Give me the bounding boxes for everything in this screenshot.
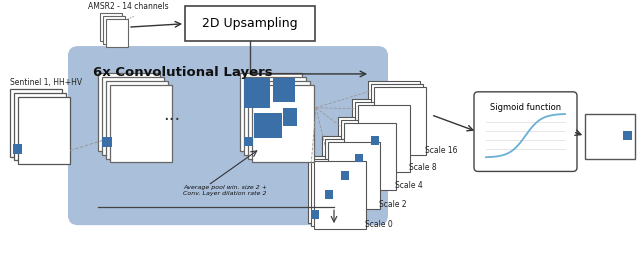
- Bar: [98, 73, 160, 151]
- Bar: [355, 102, 407, 169]
- Bar: [374, 87, 426, 154]
- Bar: [308, 155, 360, 223]
- Bar: [240, 73, 302, 151]
- Text: Average pool win. size 2 +
Conv. Layer dilation rate 2: Average pool win. size 2 + Conv. Layer d…: [183, 185, 267, 196]
- FancyBboxPatch shape: [474, 92, 577, 171]
- Bar: [358, 105, 410, 172]
- Bar: [314, 161, 366, 229]
- Bar: [13, 144, 22, 153]
- Bar: [254, 113, 282, 137]
- Text: AMSR2 - 14 channels: AMSR2 - 14 channels: [88, 2, 168, 11]
- Bar: [328, 142, 380, 209]
- Text: Scale 2: Scale 2: [379, 200, 406, 209]
- Text: Sentinel 1, HH+HV: Sentinel 1, HH+HV: [10, 78, 82, 87]
- Bar: [110, 85, 172, 162]
- Bar: [273, 78, 295, 102]
- Bar: [252, 85, 314, 162]
- Text: Scale 4: Scale 4: [395, 181, 423, 190]
- Bar: [352, 99, 404, 167]
- Bar: [355, 153, 363, 162]
- Bar: [10, 89, 62, 157]
- Bar: [585, 114, 635, 159]
- Bar: [371, 84, 423, 152]
- Bar: [244, 77, 306, 154]
- Bar: [244, 137, 253, 145]
- Bar: [338, 117, 390, 184]
- Bar: [325, 139, 377, 206]
- Text: Scale 8: Scale 8: [409, 163, 436, 172]
- Bar: [325, 190, 333, 199]
- Bar: [341, 171, 349, 180]
- Bar: [344, 123, 396, 190]
- Text: 6x Convolutional Layers: 6x Convolutional Layers: [93, 66, 273, 79]
- Text: Sigmoid function: Sigmoid function: [490, 103, 561, 112]
- Bar: [311, 210, 319, 219]
- Text: Scale 16: Scale 16: [425, 145, 458, 154]
- Text: 2D Upsampling: 2D Upsampling: [202, 17, 298, 30]
- Text: ...: ...: [163, 106, 180, 124]
- Bar: [102, 137, 112, 146]
- Bar: [100, 13, 122, 41]
- Bar: [185, 6, 315, 41]
- Bar: [311, 159, 363, 226]
- FancyBboxPatch shape: [68, 46, 388, 225]
- Bar: [14, 93, 66, 160]
- Bar: [18, 97, 70, 164]
- Bar: [106, 81, 168, 159]
- Bar: [106, 19, 128, 47]
- Bar: [103, 16, 125, 44]
- Text: Scale 0: Scale 0: [365, 220, 393, 229]
- Bar: [322, 136, 374, 203]
- Bar: [248, 81, 310, 159]
- Bar: [368, 81, 420, 149]
- Bar: [102, 77, 164, 154]
- Bar: [341, 120, 393, 187]
- Bar: [244, 78, 270, 108]
- Bar: [283, 108, 297, 126]
- Bar: [371, 136, 379, 145]
- Bar: [623, 131, 632, 140]
